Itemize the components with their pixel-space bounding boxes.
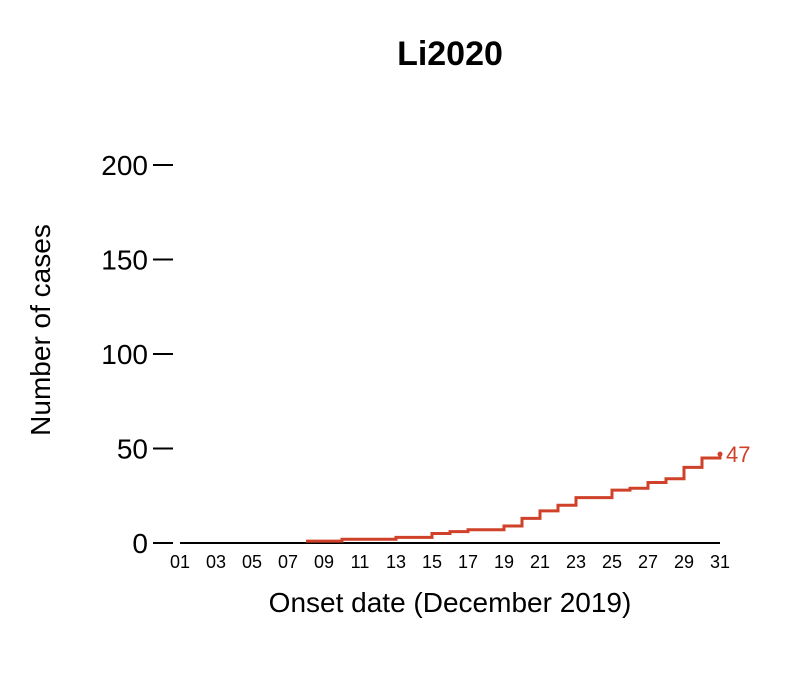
y-tick-label: 50 (117, 434, 148, 465)
x-tick-label: 07 (278, 552, 298, 572)
y-tick-label: 100 (101, 339, 148, 370)
y-tick-label: 0 (132, 528, 148, 559)
x-axis: 01 03 05 07 09 11 13 15 17 19 21 23 25 27 29 31 (170, 542, 730, 572)
chart-title: Li2020 (397, 35, 503, 73)
x-tick-label: 03 (206, 552, 226, 572)
x-tick-label: 01 (170, 552, 190, 572)
y-tick-label: 200 (101, 150, 148, 181)
series-end-label: 47 (726, 442, 750, 467)
y-axis-label: Number of cases (25, 224, 56, 436)
x-tick-label: 09 (314, 552, 334, 572)
x-tick-label: 25 (602, 552, 622, 572)
series-line (306, 454, 722, 543)
y-tick-label: 150 (101, 245, 148, 276)
x-tick-label: 15 (422, 552, 442, 572)
x-tick-label: 17 (458, 552, 478, 572)
series-layer: 47 (306, 442, 750, 543)
x-tick-label: 11 (351, 552, 370, 572)
x-tick-label: 19 (494, 552, 514, 572)
y-axis: 0 50 100 150 200 (101, 150, 173, 559)
x-tick-label: 21 (530, 552, 550, 572)
series-end-point (717, 451, 723, 457)
x-tick-label: 29 (674, 552, 694, 572)
x-axis-label: Onset date (December 2019) (269, 587, 632, 618)
x-tick-label: 31 (710, 552, 730, 572)
x-tick-label: 05 (242, 552, 262, 572)
x-tick-label: 23 (566, 552, 586, 572)
x-tick-label: 27 (638, 552, 658, 572)
x-tick-label: 13 (386, 552, 406, 572)
